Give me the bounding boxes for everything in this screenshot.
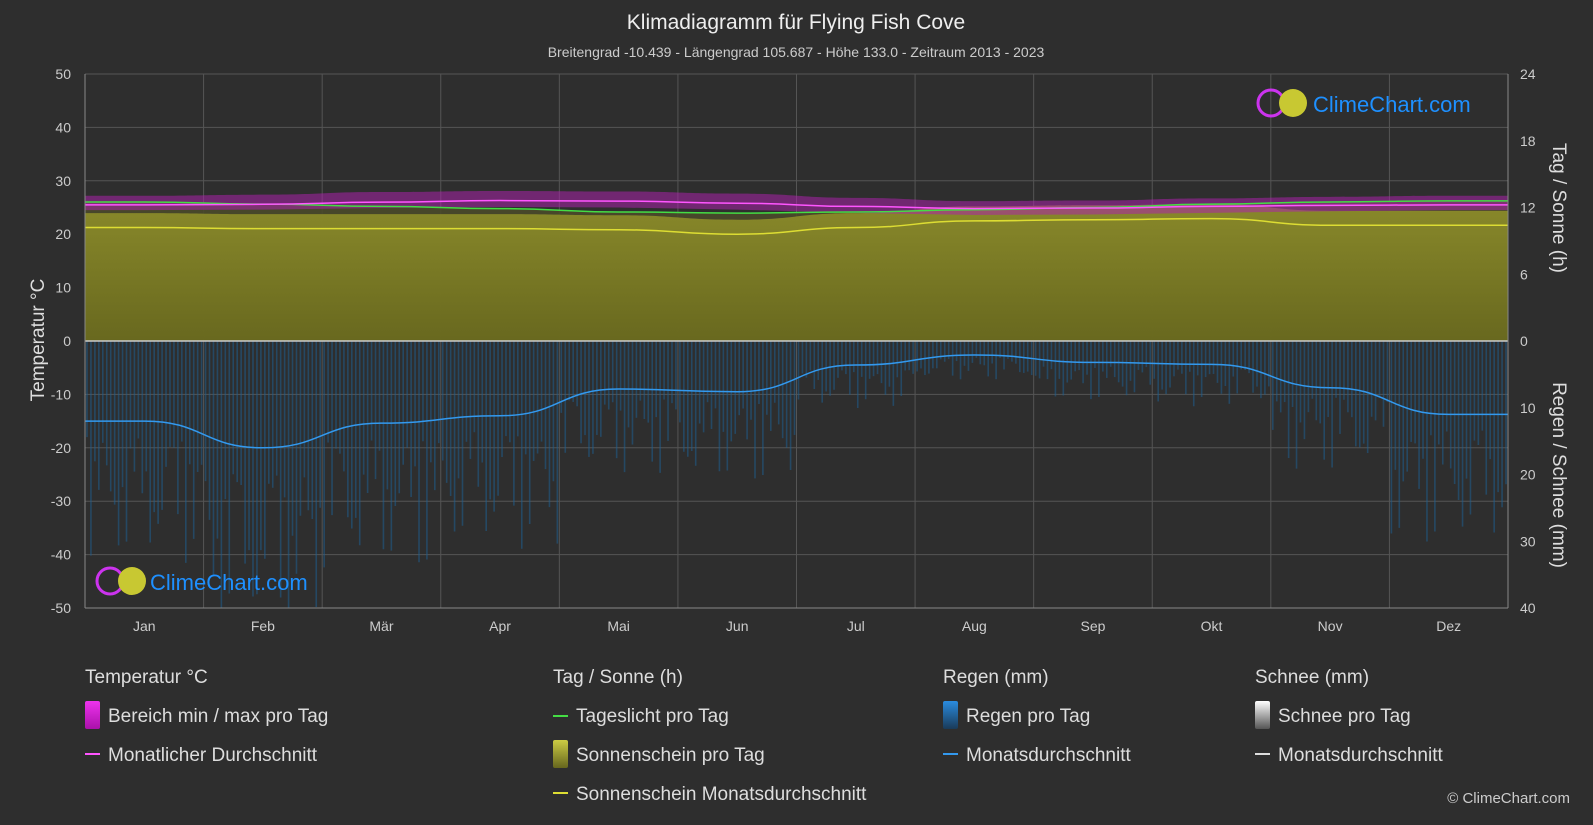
temp-avg-line	[85, 199, 1508, 210]
legend-heading-temperature: Temperatur °C	[85, 667, 208, 688]
y-axis-left-label: Temperatur °C	[28, 279, 49, 402]
x-tick-label: Okt	[1201, 618, 1223, 634]
x-tick-label: Sep	[1080, 618, 1105, 634]
copyright: © ClimeChart.com	[1447, 790, 1570, 807]
x-tick-label: Dez	[1436, 618, 1461, 634]
x-tick-label: Jun	[726, 618, 749, 634]
y-axis-right-top-label: Tag / Sonne (h)	[1548, 143, 1569, 273]
x-tick-label: Apr	[489, 618, 511, 634]
logo-icon-sun	[118, 567, 146, 595]
y-left-tick-label: 50	[55, 66, 71, 82]
series-lines	[84, 199, 1508, 449]
y-left-tick-label: 10	[55, 280, 71, 296]
logo-text: ClimeChart.com	[150, 570, 308, 595]
legend-item-sunshine: Sonnenschein pro Tag	[576, 745, 765, 766]
logo-top: ClimeChart.com	[1256, 88, 1471, 118]
y-left-tick-label: 40	[55, 119, 71, 135]
y-left-tick-label: -50	[51, 600, 71, 616]
legend-swatch-snow	[1255, 701, 1270, 729]
x-tick-label: Mär	[369, 618, 393, 634]
legend-item-snow: Schnee pro Tag	[1278, 706, 1411, 727]
legend-swatch-sunshine	[553, 740, 568, 768]
y-right-bottom-tick-label: 30	[1520, 533, 1536, 549]
sunshine-area	[85, 200, 1508, 341]
y-left-tick-label: -20	[51, 440, 71, 456]
y-right-top-tick-label: 24	[1520, 66, 1536, 82]
rain-area	[86, 341, 1507, 608]
y-left-tick-label: 0	[63, 333, 71, 349]
y-left-tick-label: 20	[55, 226, 71, 242]
legend-item-temp-range: Bereich min / max pro Tag	[108, 706, 328, 727]
legend-swatch-temp-range	[85, 701, 100, 729]
legend-rain: Regen (mm) Regen pro Tag Monatsdurchschn…	[943, 667, 1131, 766]
x-tick-label: Jul	[847, 618, 865, 634]
logo-icon-sun	[1279, 89, 1307, 117]
y-right-bottom-tick-label: 40	[1520, 600, 1536, 616]
axes: 50 40 30 20 10 0 -10 -20 -30 -40 -50 24 18 12 6 0 10 20 30…	[51, 66, 1536, 634]
x-tick-label: Feb	[251, 618, 275, 634]
temperature-range	[85, 190, 1508, 215]
legend-temperature: Temperatur °C Bereich min / max pro Tag …	[85, 667, 328, 766]
x-tick-label: Mai	[607, 618, 630, 634]
legend-item-temp-avg: Monatlicher Durchschnitt	[108, 745, 318, 766]
sunshine-avg-line	[85, 217, 1508, 235]
legend-snow: Schnee (mm) Schnee pro Tag Monatsdurchsc…	[1255, 667, 1443, 766]
y-right-bottom-tick-label: 10	[1520, 400, 1536, 416]
x-tick-label: Jan	[133, 618, 156, 634]
legend-heading-snow: Schnee (mm)	[1255, 667, 1369, 688]
legend-heading-rain: Regen (mm)	[943, 667, 1049, 688]
legend-swatch-rain	[943, 701, 958, 729]
y-left-tick-label: -30	[51, 493, 71, 509]
sunshine-area-fill	[85, 204, 1508, 341]
daylight-line	[85, 200, 1508, 214]
logo-bottom: ClimeChart.com	[95, 566, 308, 596]
logo-text: ClimeChart.com	[1313, 92, 1471, 117]
legend-heading-sun: Tag / Sonne (h)	[553, 667, 683, 688]
x-tick-label: Nov	[1318, 618, 1343, 634]
chart-title: Klimadiagramm für Flying Fish Cove	[627, 11, 965, 34]
y-right-top-tick-label: 18	[1520, 133, 1536, 149]
rain-avg-line	[84, 354, 1508, 449]
legend-item-rain-avg: Monatsdurchschnitt	[966, 745, 1131, 766]
legend: Temperatur °C Bereich min / max pro Tag …	[85, 667, 1443, 805]
y-left-tick-label: -10	[51, 386, 71, 402]
chart-subtitle: Breitengrad -10.439 - Längengrad 105.687…	[548, 44, 1045, 60]
y-left-tick-label: -40	[51, 547, 71, 563]
y-right-top-tick-label: 6	[1520, 266, 1528, 282]
y-left-tick-label: 30	[55, 173, 71, 189]
y-axis-right-bottom-label: Regen / Schnee (mm)	[1548, 382, 1569, 568]
temp-range-band	[85, 190, 1508, 215]
y-right-top-tick-label: 12	[1520, 200, 1536, 216]
legend-item-daylight: Tageslicht pro Tag	[576, 706, 729, 727]
legend-item-snow-avg: Monatsdurchschnitt	[1278, 745, 1443, 766]
legend-sun: Tag / Sonne (h) Tageslicht pro Tag Sonne…	[553, 667, 867, 805]
x-tick-label: Aug	[962, 618, 987, 634]
y-right-top-tick-label: 0	[1520, 333, 1528, 349]
y-right-bottom-tick-label: 20	[1520, 467, 1536, 483]
legend-item-rain: Regen pro Tag	[966, 706, 1090, 727]
legend-item-sun-avg: Sonnenschein Monatsdurchschnitt	[576, 784, 867, 805]
